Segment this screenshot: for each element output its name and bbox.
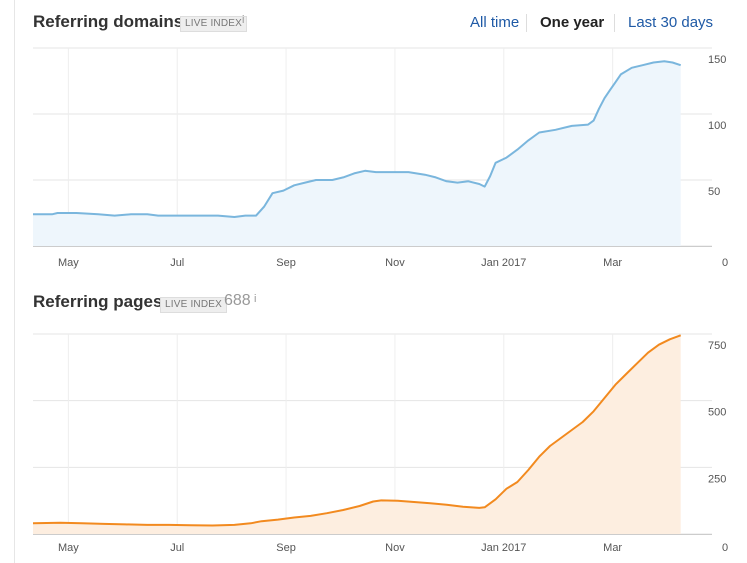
x-tick-label: Sep xyxy=(276,542,296,554)
info-icon-pages[interactable]: i xyxy=(254,293,257,305)
range-all-time[interactable]: All time xyxy=(470,14,520,31)
range-divider xyxy=(614,14,615,32)
referring-pages-title: Referring pages xyxy=(33,292,163,311)
y-tick-label: 150 xyxy=(708,54,726,66)
series-line xyxy=(32,334,682,527)
referring-pages-count: 688 xyxy=(224,292,251,309)
y-tick-label: 0 xyxy=(722,542,728,554)
x-tick-label: Jul xyxy=(170,257,184,269)
x-tick-label: Jan 2017 xyxy=(481,257,526,269)
range-divider xyxy=(526,14,527,32)
series-area xyxy=(33,61,681,247)
x-tick-label: Sep xyxy=(276,257,296,269)
x-tick-label: Nov xyxy=(385,542,405,554)
series-line xyxy=(33,60,682,218)
y-tick-label: 250 xyxy=(708,473,726,485)
x-tick-label: May xyxy=(58,542,79,554)
left-divider xyxy=(14,0,15,563)
x-tick-label: Jul xyxy=(170,542,184,554)
y-tick-label: 750 xyxy=(708,340,726,352)
x-tick-label: Nov xyxy=(385,257,405,269)
info-icon-domains[interactable]: i xyxy=(242,14,245,26)
x-tick-label: May xyxy=(58,257,79,269)
range-last-30-days[interactable]: Last 30 days xyxy=(628,14,714,31)
series-area xyxy=(33,335,681,534)
y-tick-label: 0 xyxy=(722,257,728,269)
x-tick-label: Mar xyxy=(603,542,622,554)
x-tick-label: Mar xyxy=(603,257,622,269)
range-one-year[interactable]: One year xyxy=(540,14,605,31)
referring-domains-title: Referring domains xyxy=(33,12,184,31)
y-tick-label: 500 xyxy=(708,407,726,419)
y-tick-label: 50 xyxy=(708,186,720,198)
x-tick-label: Jan 2017 xyxy=(481,542,526,554)
live-index-badge-pages: LIVE INDEX xyxy=(160,297,228,313)
live-index-badge-domains: LIVE INDEX xyxy=(180,16,248,32)
y-tick-label: 100 xyxy=(708,120,726,132)
